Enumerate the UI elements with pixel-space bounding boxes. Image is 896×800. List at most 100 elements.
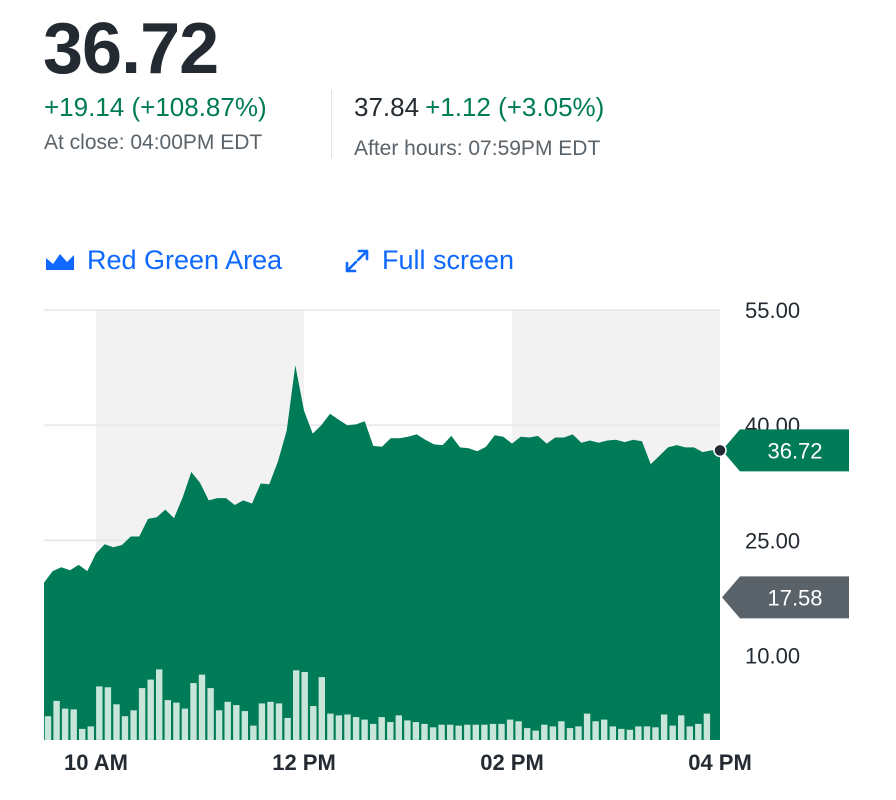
volume-bar xyxy=(130,710,137,740)
x-tick-label: 10 AM xyxy=(64,750,128,775)
volume-bar xyxy=(318,677,325,740)
volume-bar xyxy=(87,726,94,740)
volume-bar xyxy=(686,726,693,740)
volume-bar xyxy=(79,728,86,740)
volume-bar xyxy=(455,725,462,741)
volume-bar xyxy=(515,721,522,740)
volume-bar xyxy=(506,719,514,740)
volume-bar xyxy=(173,702,180,740)
volume-bar xyxy=(207,688,214,740)
volume-bar xyxy=(609,726,616,740)
volume-bar xyxy=(583,713,591,740)
volume-bar xyxy=(404,720,411,740)
volume-bar xyxy=(626,729,634,740)
volume-bar xyxy=(113,704,120,740)
volume-bar xyxy=(335,715,343,740)
previous-close-tag: 17.58 xyxy=(722,576,849,619)
volume-bar xyxy=(310,706,317,740)
volume-bar xyxy=(643,726,651,740)
volume-bar xyxy=(703,713,711,740)
current-price-tag-text: 36.72 xyxy=(767,438,822,463)
current-price-tag: 36.72 xyxy=(722,429,849,472)
volume-bar xyxy=(395,715,402,740)
volume-bar xyxy=(164,700,171,740)
y-tick-label: 55.00 xyxy=(745,298,800,323)
volume-bar xyxy=(61,708,69,740)
volume-bar xyxy=(660,714,668,740)
volume-bar xyxy=(215,710,223,740)
volume-bar xyxy=(592,721,599,740)
x-tick-label: 12 PM xyxy=(272,750,336,775)
volume-bar xyxy=(147,679,154,740)
volume-bar xyxy=(53,700,60,740)
volume-bar xyxy=(378,717,385,741)
price-area xyxy=(44,365,720,740)
full-screen-button[interactable]: Full screen xyxy=(344,245,514,276)
last-price: 36.72 xyxy=(43,9,219,89)
volume-bar xyxy=(224,701,231,741)
volume-bar xyxy=(352,717,360,741)
volume-bar xyxy=(44,716,52,740)
volume-bar xyxy=(438,724,445,740)
volume-bar xyxy=(301,672,308,740)
volume-bar xyxy=(412,722,420,740)
volume-bar xyxy=(344,714,351,740)
volume-bar xyxy=(489,723,497,740)
current-price-tag-bg xyxy=(722,429,849,472)
price-change: +19.14 (+108.87%) xyxy=(44,92,267,122)
quote-divider xyxy=(331,90,332,158)
chart-type-label: Red Green Area xyxy=(87,245,283,275)
expand-icon xyxy=(344,248,382,274)
volume-bar xyxy=(421,723,428,740)
volume-bar xyxy=(678,715,685,740)
volume-bar xyxy=(541,724,548,740)
volume-bar xyxy=(156,669,163,740)
volume-bar xyxy=(327,713,334,740)
volume-bar xyxy=(481,724,488,740)
volume-bar xyxy=(233,705,240,740)
x-tick-label: 04 PM xyxy=(688,750,752,775)
y-tick-label: 10.00 xyxy=(745,644,800,669)
volume-bar xyxy=(549,726,557,740)
current-price-dot xyxy=(713,443,727,458)
volume-bar xyxy=(447,724,454,740)
volume-bar xyxy=(70,709,77,740)
volume-bar xyxy=(181,708,189,740)
volume-bar xyxy=(387,722,394,740)
volume-bar xyxy=(250,725,257,741)
volume-bar xyxy=(524,728,531,740)
volume-bar xyxy=(558,721,565,740)
volume-bar xyxy=(96,686,103,740)
x-tick-label: 02 PM xyxy=(480,750,544,775)
volume-bar xyxy=(284,717,291,740)
volume-bar xyxy=(464,724,471,740)
volume-bar xyxy=(601,719,608,740)
volume-bar xyxy=(695,723,702,740)
volume-bar xyxy=(669,725,676,741)
volume-bar xyxy=(498,723,505,740)
chart-type-button[interactable]: Red Green Area xyxy=(45,245,282,276)
volume-bar xyxy=(618,728,625,740)
previous-close-tag-bg xyxy=(722,576,849,619)
after-hours-timestamp: After hours: 07:59PM EDT xyxy=(354,137,601,160)
volume-bar xyxy=(275,703,283,740)
close-timestamp: At close: 04:00PM EDT xyxy=(44,131,263,154)
volume-bar xyxy=(190,683,197,741)
area-chart-icon xyxy=(45,250,87,272)
after-hours-quote: 37.84 +1.12 (+3.05%) xyxy=(354,92,604,123)
after-hours-change: +1.12 (+3.05%) xyxy=(425,92,605,122)
after-hours-price: 37.84 xyxy=(354,92,420,122)
volume-bar xyxy=(361,719,368,740)
volume-bar xyxy=(566,728,574,740)
volume-bar xyxy=(198,674,206,741)
volume-bar xyxy=(472,724,479,740)
volume-bar xyxy=(104,687,112,740)
volume-bar xyxy=(138,688,146,740)
previous-close-tag-text: 17.58 xyxy=(767,585,822,610)
y-tick-label: 25.00 xyxy=(745,528,800,553)
volume-bar xyxy=(293,670,300,740)
volume-bar xyxy=(635,726,642,740)
volume-bar xyxy=(429,727,437,741)
volume-bar xyxy=(241,711,248,740)
